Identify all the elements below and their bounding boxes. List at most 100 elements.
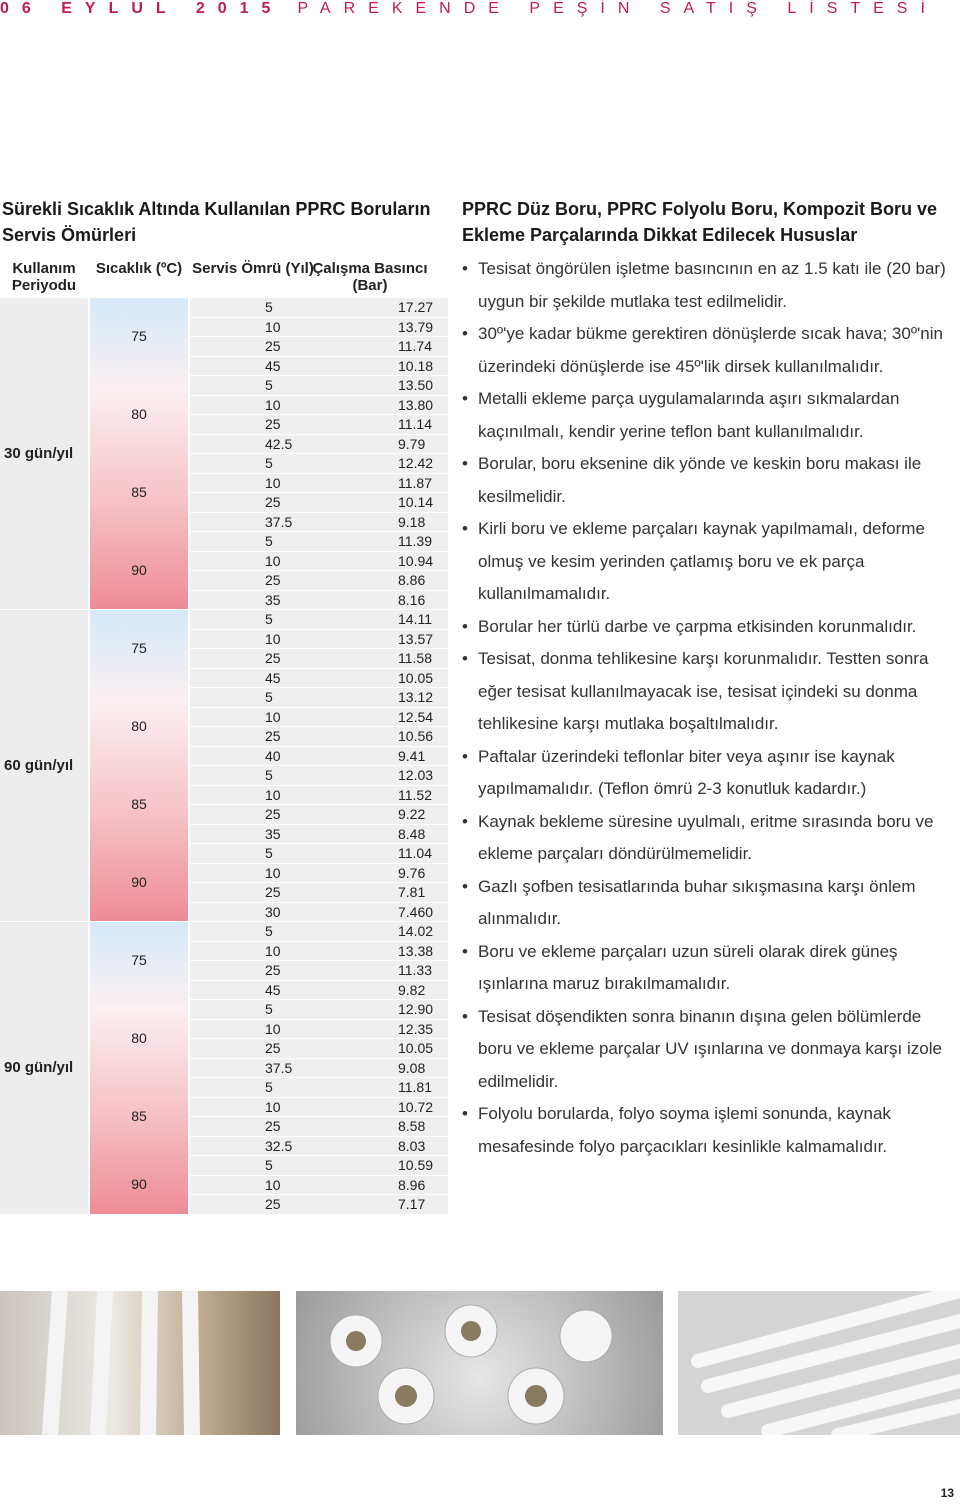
pressure: 10.05 — [398, 669, 434, 686]
pressure: 10.05 — [398, 1040, 434, 1056]
table-header: Sıcaklık (ºC) — [95, 260, 183, 277]
pressure: 10.59 — [398, 1157, 434, 1173]
row-bg — [190, 922, 448, 941]
service-life: 45 — [265, 357, 281, 374]
service-life: 5 — [265, 1157, 273, 1173]
period-bg — [0, 610, 88, 921]
row-bg — [190, 473, 448, 492]
row-bg — [190, 883, 448, 902]
period-label: 60 gün/yıl — [4, 757, 74, 774]
pressure: 9.18 — [398, 513, 426, 530]
row-bg — [190, 590, 448, 609]
service-life: 30 — [265, 903, 281, 920]
pressure: 12.03 — [398, 767, 434, 783]
pressure: 11.74 — [398, 338, 432, 354]
service-life: 10 — [265, 630, 281, 647]
pressure: 8.86 — [398, 572, 426, 588]
table-header: Çalışma Basıncı (Bar) — [312, 260, 428, 294]
bullet-item: Kaynak bekleme süresine uyulmalı, eritme… — [462, 806, 957, 871]
fittings — [329, 1304, 613, 1425]
row-bg — [190, 649, 448, 668]
row-bg — [190, 1117, 448, 1136]
service-life: 10 — [265, 1176, 281, 1193]
row-bg — [190, 1136, 448, 1155]
service-life: 5 — [265, 299, 273, 315]
pressure: 11.14 — [398, 416, 432, 432]
service-life: 25 — [265, 1196, 281, 1212]
service-life: 10 — [265, 942, 281, 959]
period-label: 90 gün/yıl — [4, 1059, 74, 1077]
service-life: 10 — [265, 396, 281, 413]
page-number: 13 — [940, 1486, 954, 1500]
row-bg — [190, 317, 448, 336]
row-bg — [190, 454, 448, 473]
bullet-item: Folyolu borularda, folyo soyma işlemi so… — [462, 1098, 957, 1163]
row-bg — [190, 610, 448, 629]
pressure: 13.79 — [398, 318, 434, 335]
right-title: PPRC Düz Boru, PPRC Folyolu Boru, Kompoz… — [462, 199, 938, 245]
temperature: 75 — [131, 640, 147, 656]
bullet-item: 30º'ye kadar bükme gerektiren dönüşlerde… — [462, 318, 957, 383]
period-bg — [0, 922, 88, 1214]
service-life: 10 — [265, 708, 281, 725]
pressure: 8.16 — [398, 591, 426, 608]
row-bg — [190, 668, 448, 687]
service-life: 37.5 — [265, 1059, 293, 1076]
pressure: 9.08 — [398, 1059, 426, 1076]
row-bg — [190, 727, 448, 746]
row-bg — [190, 941, 448, 960]
row-bg — [190, 1195, 448, 1214]
pressure: 14.11 — [398, 611, 432, 627]
pipes-diagonal — [691, 1284, 960, 1442]
pressure: 11.87 — [398, 474, 432, 491]
header-title: PAREKENDE PEŞİN SATIŞ LİSTESİ — [297, 0, 938, 17]
temperature: 80 — [131, 1030, 147, 1046]
pressure: 10.18 — [398, 357, 434, 374]
table-header: Servis Ömrü (Yıl) — [192, 260, 314, 277]
service-life: 5 — [265, 845, 273, 861]
photo-pipes-wall — [0, 1290, 280, 1436]
temp-bg — [90, 298, 188, 609]
pressure: 8.96 — [398, 1176, 426, 1193]
row-bg — [190, 512, 448, 531]
bullet-item: Paftalar üzerindeki teflonlar biter veya… — [462, 741, 957, 806]
pressure: 14.02 — [398, 923, 434, 939]
pressure: 17.27 — [398, 299, 434, 315]
row-bg — [190, 415, 448, 434]
row-bg — [190, 337, 448, 356]
service-life: 5 — [265, 377, 273, 393]
pressure: 13.80 — [398, 396, 434, 413]
temperature: 85 — [131, 484, 147, 500]
bullet-item: Tesisat döşendikten sonra binanın dışına… — [462, 1001, 957, 1099]
service-life: 35 — [265, 825, 281, 842]
service-life: 10 — [265, 786, 281, 803]
service-life: 25 — [265, 884, 281, 900]
pressure: 9.79 — [398, 435, 426, 452]
pressure: 10.72 — [398, 1098, 434, 1115]
service-life: 5 — [265, 1001, 273, 1017]
header: 06 EYLUL 2015 PAREKENDE PEŞİN SATIŞ LİSTE… — [0, 0, 938, 18]
header-date: 06 EYLUL 2015 — [0, 0, 284, 17]
pressure: 9.22 — [398, 806, 426, 822]
row-bg — [190, 1156, 448, 1175]
service-life: 10 — [265, 1020, 281, 1037]
bullet-item: Borular, boru eksenine dik yönde ve kesk… — [462, 448, 957, 513]
bullet-item: Boru ve ekleme parçaları uzun süreli ola… — [462, 936, 957, 1001]
row-bg — [190, 629, 448, 648]
temperature: 90 — [131, 1176, 147, 1193]
service-life: 10 — [265, 552, 281, 569]
row-bg — [190, 395, 448, 414]
row-bg — [190, 1097, 448, 1116]
row-bg — [190, 376, 448, 395]
pressure: 9.76 — [398, 864, 426, 881]
row-bg — [190, 863, 448, 882]
pressure: 10.56 — [398, 728, 434, 744]
bullet-item: Tesisat öngörülen işletme basıncının en … — [462, 253, 957, 318]
service-life: 25 — [265, 1040, 281, 1056]
bullet-item: Kirli boru ve ekleme parçaları kaynak ya… — [462, 513, 957, 611]
row-bg — [190, 707, 448, 726]
temperature: 85 — [131, 796, 147, 812]
service-life: 10 — [265, 1098, 281, 1115]
row-bg — [190, 551, 448, 570]
table-header: Kullanım Periyodu — [11, 260, 77, 294]
